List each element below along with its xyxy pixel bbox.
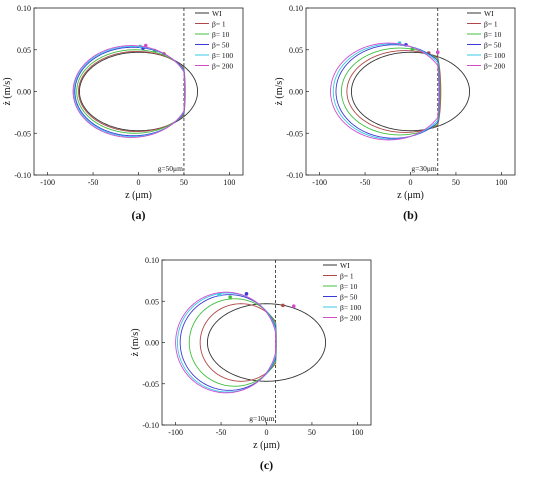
impact-marker (217, 292, 222, 297)
legend-entry: β= 100 (212, 51, 233, 60)
y-tick-label: 0.10 (289, 4, 303, 13)
legend-entry: β= 200 (340, 314, 361, 323)
trajectory-200 (175, 291, 277, 394)
legend-entry: β= 100 (484, 51, 505, 60)
x-axis-label: z (μm) (125, 190, 152, 201)
x-tick-label: 100 (495, 178, 507, 187)
x-tick-label: -50 (88, 178, 99, 187)
y-tick-label: 0.05 (145, 297, 159, 306)
legend-entry: β= 10 (340, 282, 358, 291)
impact-marker (291, 304, 296, 309)
legend-entry: β= 200 (484, 62, 505, 71)
panel-label: (b) (403, 208, 418, 222)
x-tick-label: -100 (312, 178, 327, 187)
legend-entry: β= 200 (212, 62, 233, 71)
y-tick-label: 0.00 (17, 88, 31, 97)
y-tick-label: 0.00 (145, 339, 159, 348)
legend-entry: β= 100 (340, 303, 361, 312)
x-tick-label: -50 (216, 428, 227, 437)
trajectory-1 (199, 303, 277, 382)
x-tick-label: 0 (409, 178, 413, 187)
trajectory-100 (73, 45, 186, 138)
trajectory-50 (179, 294, 277, 391)
chart-panel-3: -100 -50 0 50 100 0.10 0.05 0.00 -0.05 -0.10 z (μm… (130, 256, 372, 472)
legend-entry: β= 50 (484, 41, 502, 50)
y-tick-label: 0.10 (145, 256, 159, 265)
legend-entry: WI (212, 9, 222, 18)
x-tick-label: 50 (308, 428, 316, 437)
trajectory-50 (74, 46, 186, 137)
x-tick-label: 0 (137, 178, 141, 187)
trajectory-100 (176, 292, 277, 393)
y-axis-label: ż (m/s) (130, 328, 141, 356)
x-tick-label: -100 (168, 428, 183, 437)
trajectory-200 (330, 42, 440, 141)
legend-entry: β= 1 (340, 272, 354, 281)
trajectory-1 (78, 50, 186, 133)
chart-panel-2: -100 -50 0 50 100 0.10 0.05 0.00 -0.05 -0.10 z (μm… (274, 4, 516, 222)
legend-entry: β= 1 (212, 20, 226, 29)
y-tick-label: -0.05 (286, 129, 303, 138)
x-tick-label: 50 (452, 178, 460, 187)
trajectory-1 (346, 50, 442, 133)
trajectory-WI (350, 51, 471, 132)
y-tick-label: -0.05 (14, 129, 31, 138)
x-tick-label: 0 (265, 428, 269, 437)
legend-entry: WI (484, 9, 494, 18)
y-axis-label: ż (m/s) (2, 77, 13, 105)
x-tick-label: -100 (40, 178, 55, 187)
gap-label: g=30μm (411, 164, 437, 173)
y-tick-label: 0.10 (17, 4, 31, 13)
trajectory-100 (332, 43, 440, 140)
y-tick-label: 0.05 (17, 46, 31, 55)
y-tick-label: -0.10 (286, 171, 303, 180)
panel-label: (a) (132, 208, 146, 222)
y-axis-label: ż (m/s) (274, 77, 285, 105)
x-tick-label: 50 (180, 178, 188, 187)
x-tick-label: 100 (223, 178, 235, 187)
legend-entry: WI (340, 261, 350, 270)
x-axis-label: z (μm) (253, 440, 280, 451)
panel-label: (c) (260, 458, 273, 472)
trajectory-50 (335, 44, 440, 139)
x-tick-label: -50 (360, 178, 371, 187)
gap-label: g=50μm (158, 164, 184, 173)
gap-label: g=10μm (249, 414, 275, 423)
legend-entry: β= 10 (484, 30, 502, 39)
chart-panel-1: -100 -50 0 50 100 0.10 0.05 0.00 -0.05 -0.10 z (μm… (2, 4, 244, 222)
trajectory-10 (188, 298, 277, 387)
y-tick-label: 0.05 (289, 46, 303, 55)
impact-marker (228, 295, 232, 299)
legend-entry: β= 50 (340, 293, 358, 302)
impact-marker (143, 43, 148, 48)
legend-entry: β= 50 (212, 41, 230, 50)
x-axis-label: z (μm) (397, 190, 424, 201)
trajectory-10 (340, 47, 441, 136)
y-tick-label: 0.00 (289, 88, 303, 97)
trajectory-WI (206, 303, 327, 382)
trajectory-WI (78, 51, 199, 132)
y-tick-label: -0.10 (142, 421, 159, 430)
trajectory-10 (76, 49, 186, 134)
legend-entry: β= 1 (484, 20, 498, 29)
y-tick-label: -0.05 (142, 380, 159, 389)
legend-entry: β= 10 (212, 30, 230, 39)
x-tick-label: 100 (351, 428, 363, 437)
impact-marker (244, 292, 249, 296)
trajectory-200 (72, 45, 186, 138)
impact-marker (281, 303, 285, 308)
y-tick-label: -0.10 (14, 171, 31, 180)
impact-marker (435, 50, 440, 55)
